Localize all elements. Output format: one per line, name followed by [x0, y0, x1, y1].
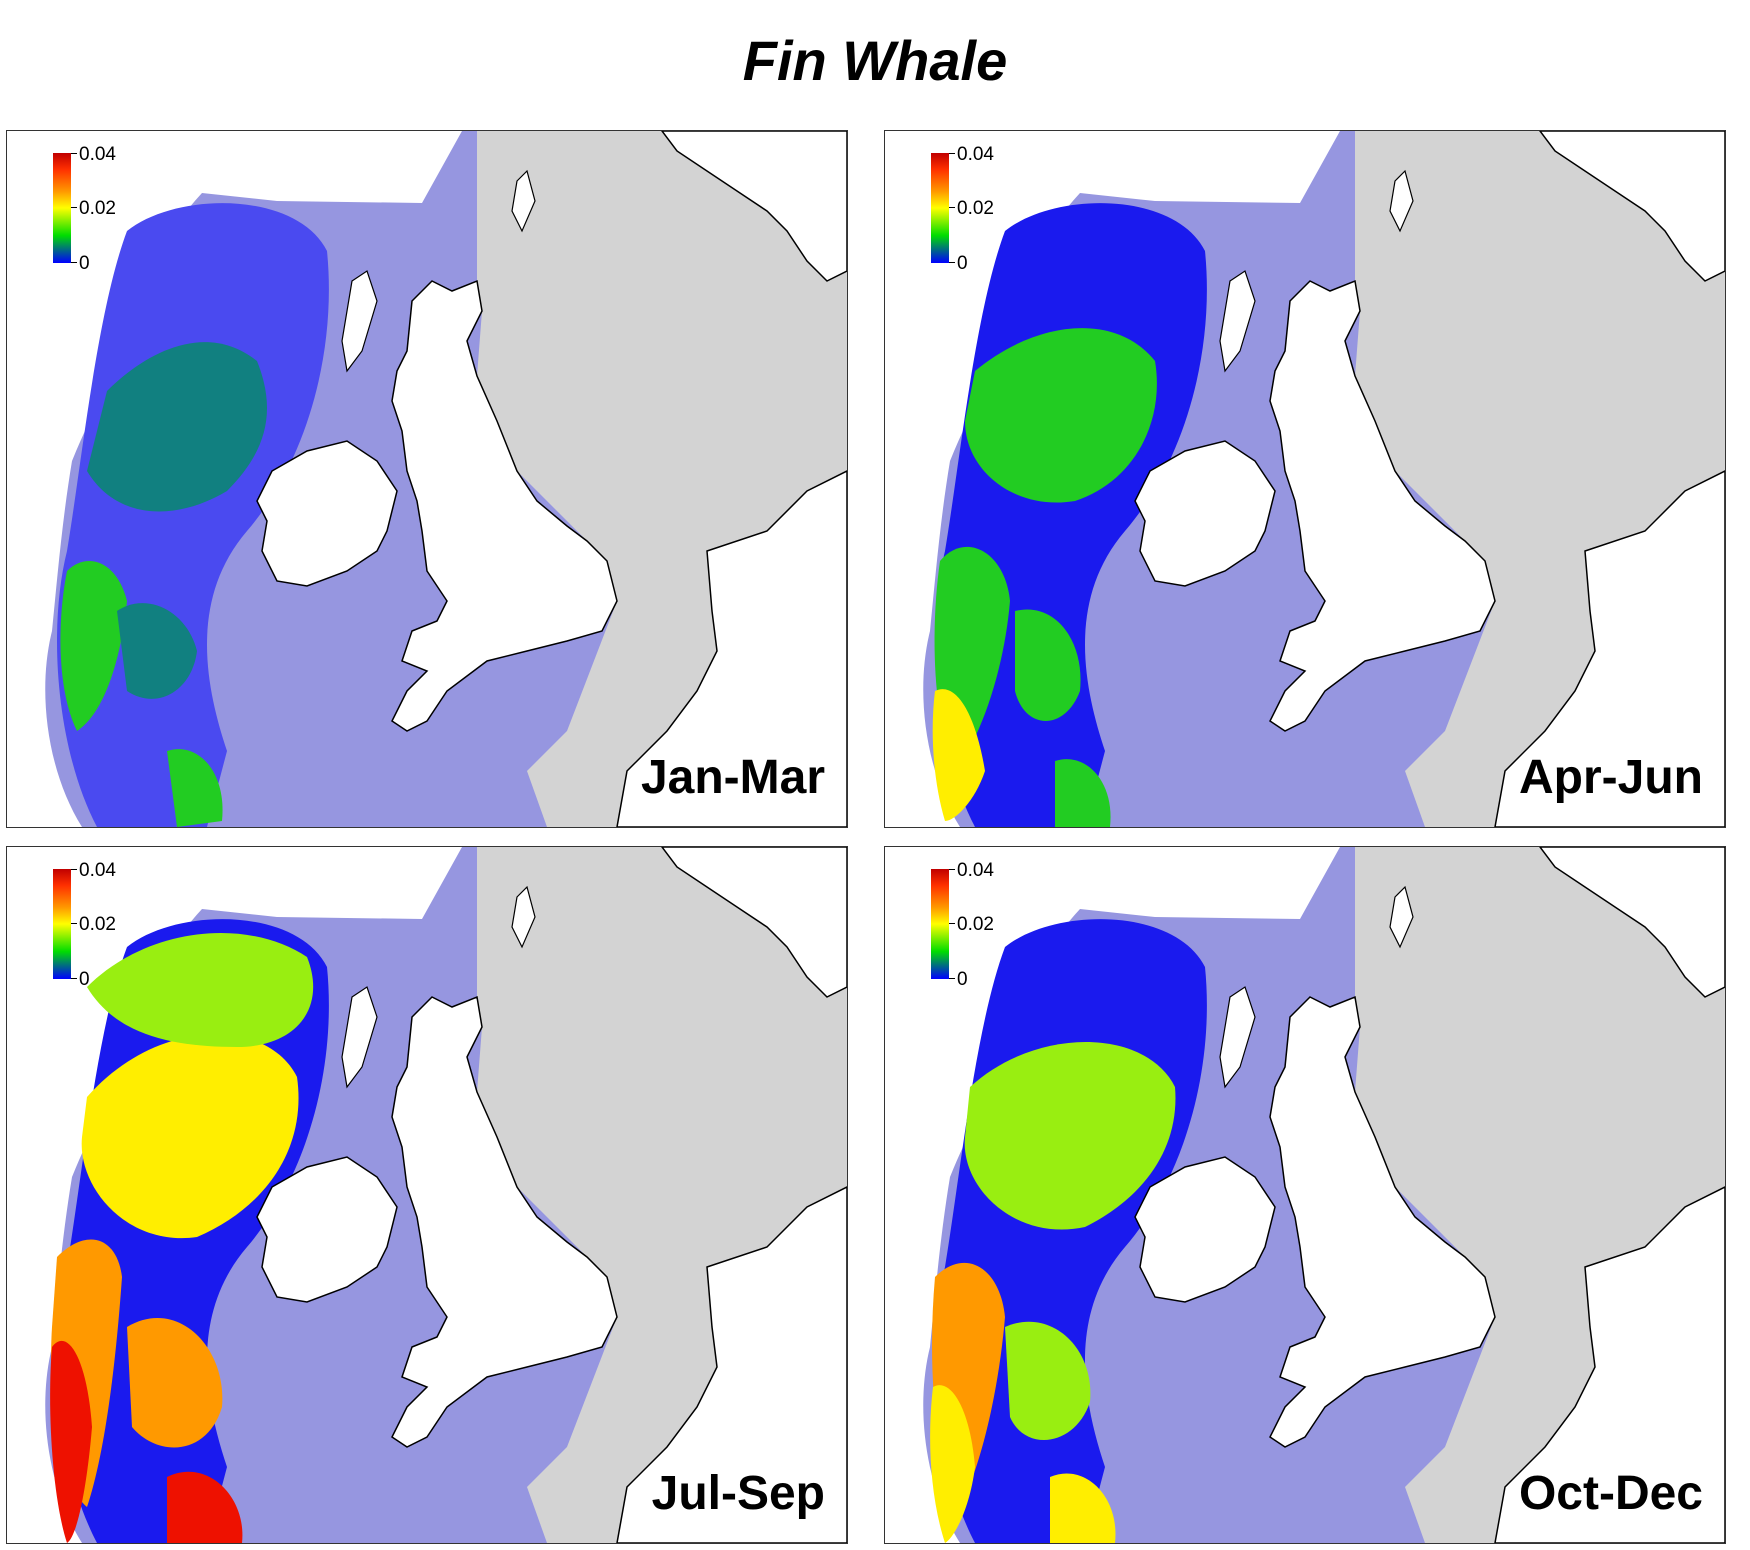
map-panel-apr-jun: 0.04 0.02 0 Apr-Jun: [884, 130, 1726, 828]
hebrides-islands: [341, 986, 378, 1089]
map-panel-jul-sep: 0.04 0.02 0 Jul-Sep: [6, 846, 848, 1544]
grey-sea-area: [1355, 847, 1725, 1543]
continent-landmass: [1494, 1186, 1725, 1543]
britain-landmass: [1269, 279, 1496, 732]
density-hotspot: [965, 328, 1157, 503]
legend-label-mid: 0.02: [957, 914, 994, 935]
ireland-landmass: [1134, 440, 1276, 587]
density-hotspot: [1015, 609, 1081, 721]
legend-tick: [949, 262, 955, 263]
density-map: [885, 847, 1725, 1543]
hebrides-islands: [1219, 270, 1256, 373]
color-legend: 0.04 0.02 0: [931, 145, 1021, 273]
legend-label-max: 0.04: [957, 144, 994, 165]
legend-tick: [71, 869, 77, 870]
legend-label-mid: 0.02: [79, 914, 116, 935]
legend-color-bar: [53, 869, 71, 979]
ireland-landmass: [256, 440, 398, 587]
legend-label-min: 0: [957, 253, 968, 274]
britain-landmass: [391, 279, 618, 732]
density-hotspot: [87, 342, 267, 512]
season-label: Jan-Mar: [640, 751, 825, 804]
norway-landmass: [1539, 847, 1725, 998]
density-hotspot: [930, 1385, 975, 1543]
legend-label-mid: 0.02: [957, 198, 994, 219]
density-hotspot: [932, 689, 985, 821]
britain-landmass: [391, 995, 618, 1448]
density-hotspot: [1005, 1321, 1091, 1440]
continent-landmass: [1494, 470, 1725, 827]
density-hotspot: [87, 933, 314, 1047]
density-hotspot: [964, 1042, 1176, 1230]
ireland-landmass: [256, 1156, 398, 1303]
season-label: Oct-Dec: [1518, 1467, 1703, 1520]
continent-landmass: [616, 470, 847, 827]
density-hotspot: [1050, 1473, 1116, 1543]
density-hotspot: [117, 603, 197, 699]
figure-title: Fin Whale: [742, 29, 1008, 92]
legend-label-max: 0.04: [79, 144, 116, 165]
grey-sea-area: [477, 131, 847, 827]
legend-label-max: 0.04: [79, 860, 116, 881]
legend-tick: [949, 923, 955, 924]
season-label: Apr-Jun: [1519, 751, 1703, 804]
density-hotspot: [60, 561, 127, 731]
shetland-islands: [1389, 169, 1414, 233]
legend-label-min: 0: [957, 969, 968, 990]
legend-color-bar: [931, 153, 949, 263]
hebrides-islands: [1219, 986, 1256, 1089]
ireland-landmass: [1134, 1156, 1276, 1303]
norway-landmass: [661, 847, 847, 998]
shetland-islands: [511, 169, 536, 233]
legend-tick: [71, 923, 77, 924]
legend-color-bar: [53, 153, 71, 263]
color-legend: 0.04 0.02 0: [53, 145, 143, 273]
legend-tick: [71, 978, 77, 979]
density-hotspot: [1055, 759, 1111, 827]
legend-tick: [949, 978, 955, 979]
grey-sea-area: [1355, 131, 1725, 827]
britain-landmass: [1269, 995, 1496, 1448]
shetland-islands: [1389, 885, 1414, 949]
density-hotspot: [167, 1471, 243, 1543]
density-hotspot: [81, 1034, 299, 1239]
norway-landmass: [661, 131, 847, 282]
density-map: [7, 131, 847, 827]
legend-label-min: 0: [79, 253, 90, 274]
legend-tick: [71, 207, 77, 208]
legend-label-min: 0: [79, 969, 90, 990]
shetland-islands: [511, 885, 536, 949]
legend-tick: [949, 153, 955, 154]
continent-landmass: [616, 1186, 847, 1543]
grey-sea-area: [477, 847, 847, 1543]
color-legend: 0.04 0.02 0: [53, 861, 143, 989]
norway-landmass: [1539, 131, 1725, 282]
density-map: [885, 131, 1725, 827]
legend-tick: [949, 869, 955, 870]
season-label: Jul-Sep: [651, 1467, 825, 1520]
density-map: [7, 847, 847, 1543]
legend-label-mid: 0.02: [79, 198, 116, 219]
color-legend: 0.04 0.02 0: [931, 861, 1021, 989]
density-hotspot: [127, 1318, 223, 1448]
legend-color-bar: [931, 869, 949, 979]
density-hotspot: [167, 749, 223, 827]
map-panel-jan-mar: 0.04 0.02 0 Jan-Mar: [6, 130, 848, 828]
map-panel-oct-dec: 0.04 0.02 0 Oct-Dec: [884, 846, 1726, 1544]
hebrides-islands: [341, 270, 378, 373]
legend-tick: [71, 153, 77, 154]
legend-tick: [71, 262, 77, 263]
legend-tick: [949, 207, 955, 208]
legend-label-max: 0.04: [957, 860, 994, 881]
density-hotspot: [50, 1340, 92, 1543]
